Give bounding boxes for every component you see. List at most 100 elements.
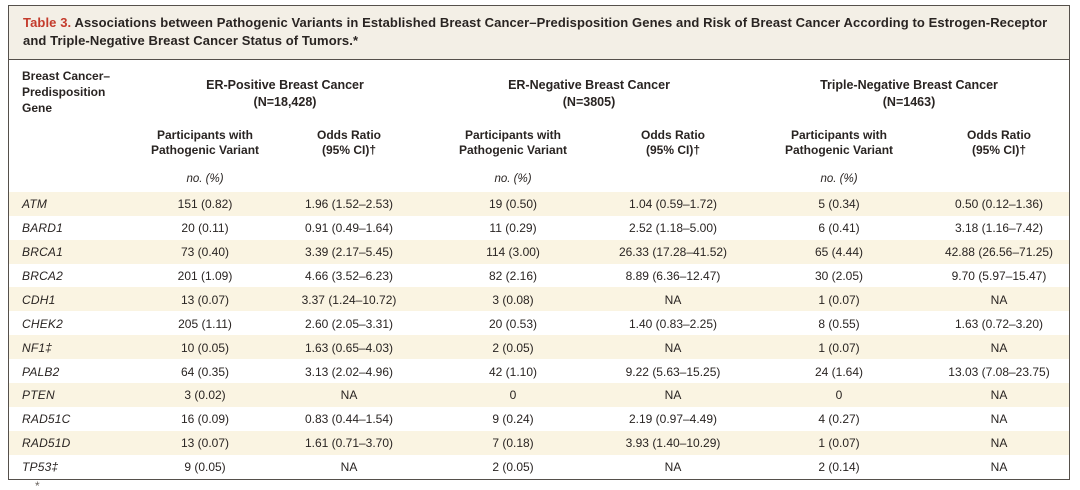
er-positive-participants: 10 (0.05) — [180, 340, 230, 355]
table-row: PALB2 64 (0.35) 3.13 (2.02–4.96) 42 (1.1… — [9, 359, 1069, 383]
triple-negative-participants: 24 (1.64) — [814, 364, 864, 379]
triple-negative-participants: 0 — [835, 388, 843, 403]
table-row: TP53‡ 9 (0.05) NA 2 (0.05) NA 2 (0.14) N… — [9, 454, 1069, 479]
er-negative-odds-ratio: NA — [664, 292, 682, 307]
subheader-odds-ratio-ep: Odds Ratio (95% CI)† — [316, 127, 381, 158]
er-positive-odds-ratio: 1.96 (1.52–2.53) — [304, 197, 394, 212]
er-negative-participants: 20 (0.53) — [488, 316, 538, 331]
er-positive-participants: 9 (0.05) — [184, 460, 226, 475]
triple-negative-participants: 6 (0.41) — [818, 221, 860, 236]
er-negative-participants: 7 (0.18) — [492, 436, 534, 451]
er-negative-odds-ratio: 9.22 (5.63–15.25) — [625, 364, 721, 379]
table-body: ATM 151 (0.82) 1.96 (1.52–2.53) 19 (0.50… — [9, 191, 1069, 479]
gene-name: BARD1 — [22, 221, 64, 236]
triple-negative-odds-ratio: NA — [990, 460, 1008, 475]
subheader-odds-ratio-en: Odds Ratio (95% CI)† — [640, 127, 705, 158]
subheader-odds-ratio-tn: Odds Ratio (95% CI)† — [966, 127, 1031, 158]
er-negative-odds-ratio: 1.40 (0.83–2.25) — [628, 316, 718, 331]
triple-negative-odds-ratio: NA — [990, 388, 1008, 403]
er-positive-odds-ratio: 4.66 (3.52–6.23) — [304, 268, 394, 283]
gene-name: BRCA1 — [22, 245, 64, 260]
units-label-en: no. (%) — [494, 172, 532, 185]
triple-negative-odds-ratio: 13.03 (7.08–23.75) — [948, 364, 1050, 379]
group-header-er-negative: ER-Negative Breast Cancer (N=3805) — [429, 60, 749, 122]
group-n: (N=18,428) — [253, 94, 317, 109]
units-label-tn: no. (%) — [820, 172, 858, 185]
er-positive-odds-ratio: 3.39 (2.17–5.45) — [304, 245, 394, 260]
table-row: CDH1 13 (0.07) 3.37 (1.24–10.72) 3 (0.08… — [9, 287, 1069, 312]
column-header-gene: Breast Cancer– Predisposition Gene — [22, 68, 111, 115]
triple-negative-participants: 2 (0.14) — [818, 460, 860, 475]
er-negative-participants: 2 (0.05) — [492, 340, 534, 355]
table-row: BARD1 20 (0.11) 0.91 (0.49–1.64) 11 (0.2… — [9, 215, 1069, 240]
er-negative-participants: 42 (1.10) — [488, 364, 538, 379]
triple-negative-odds-ratio: NA — [990, 292, 1008, 307]
table-row: BRCA2 201 (1.09) 4.66 (3.52–6.23) 82 (2.… — [9, 263, 1069, 288]
gene-name: PALB2 — [22, 364, 60, 379]
triple-negative-odds-ratio: NA — [990, 412, 1008, 427]
group-name: ER-Positive Breast Cancer — [206, 77, 364, 92]
table-row: PTEN 3 (0.02) NA 0 NA 0 NA — [9, 383, 1069, 407]
er-negative-participants: 114 (3.00) — [486, 245, 540, 260]
triple-negative-participants: 65 (4.44) — [814, 245, 864, 260]
er-positive-odds-ratio: 2.60 (2.05–3.31) — [304, 316, 394, 331]
subheader-participants-tn: Participants with Pathogenic Variant — [784, 127, 894, 158]
er-positive-odds-ratio: NA — [340, 460, 358, 475]
subheader-participants-ep: Participants with Pathogenic Variant — [150, 127, 260, 158]
group-header-er-positive: ER-Positive Breast Cancer (N=18,428) — [141, 60, 429, 122]
er-negative-odds-ratio: 2.19 (0.97–4.49) — [628, 412, 718, 427]
er-negative-odds-ratio: NA — [664, 340, 682, 355]
er-positive-odds-ratio: NA — [340, 388, 358, 403]
er-negative-participants: 19 (0.50) — [488, 197, 538, 212]
er-negative-participants: 11 (0.29) — [489, 221, 537, 236]
er-positive-odds-ratio: 1.61 (0.71–3.70) — [304, 436, 394, 451]
table-row: ATM 151 (0.82) 1.96 (1.52–2.53) 19 (0.50… — [9, 191, 1069, 216]
gene-name: PTEN — [22, 388, 55, 403]
er-positive-participants: 73 (0.40) — [180, 245, 230, 260]
units-label-ep: no. (%) — [186, 172, 224, 185]
er-negative-odds-ratio: 8.89 (6.36–12.47) — [625, 268, 721, 283]
er-negative-odds-ratio: 1.04 (0.59–1.72) — [628, 197, 718, 212]
triple-negative-participants: 1 (0.07) — [818, 340, 860, 355]
clipped-footnote-marker: * — [35, 479, 40, 486]
er-negative-odds-ratio: 3.93 (1.40–10.29) — [625, 436, 721, 451]
er-positive-participants: 205 (1.11) — [178, 316, 232, 331]
table-row: RAD51D 13 (0.07) 1.61 (0.71–3.70) 7 (0.1… — [9, 430, 1069, 455]
triple-negative-participants: 30 (2.05) — [814, 268, 864, 283]
er-positive-odds-ratio: 0.83 (0.44–1.54) — [304, 412, 394, 427]
gene-name: BRCA2 — [22, 268, 64, 283]
triple-negative-odds-ratio: 3.18 (1.16–7.42) — [954, 221, 1044, 236]
gene-name: TP53‡ — [22, 460, 59, 475]
group-n: (N=3805) — [562, 94, 616, 109]
er-positive-odds-ratio: 1.63 (0.65–4.03) — [304, 340, 394, 355]
er-negative-odds-ratio: 2.52 (1.18–5.00) — [628, 221, 718, 236]
table-header: Breast Cancer– Predisposition Gene ER-Po… — [9, 59, 1069, 192]
er-positive-odds-ratio: 3.13 (2.02–4.96) — [304, 364, 394, 379]
triple-negative-participants: 1 (0.07) — [818, 436, 860, 451]
er-positive-odds-ratio: 0.91 (0.49–1.64) — [304, 221, 394, 236]
er-negative-odds-ratio: NA — [664, 388, 682, 403]
table-row: NF1‡ 10 (0.05) 1.63 (0.65–4.03) 2 (0.05)… — [9, 335, 1069, 360]
triple-negative-participants: 8 (0.55) — [818, 316, 860, 331]
triple-negative-odds-ratio: 1.63 (0.72–3.20) — [954, 316, 1044, 331]
table-row: CHEK2 205 (1.11) 2.60 (2.05–3.31) 20 (0.… — [9, 311, 1069, 336]
er-positive-participants: 151 (0.82) — [177, 197, 233, 212]
er-negative-odds-ratio: 26.33 (17.28–41.52) — [618, 245, 728, 260]
group-name: Triple-Negative Breast Cancer — [820, 77, 998, 92]
table-row: BRCA1 73 (0.40) 3.39 (2.17–5.45) 114 (3.… — [9, 239, 1069, 264]
gene-name: RAD51C — [22, 412, 71, 427]
er-positive-participants: 20 (0.11) — [181, 221, 229, 236]
gene-name: CHEK2 — [22, 316, 64, 331]
group-header-triple-negative: Triple-Negative Breast Cancer (N=1463) — [749, 60, 1069, 122]
triple-negative-odds-ratio: 9.70 (5.97–15.47) — [951, 268, 1047, 283]
triple-negative-odds-ratio: 42.88 (26.56–71.25) — [944, 245, 1054, 260]
er-negative-participants: 9 (0.24) — [492, 412, 534, 427]
table-title: Table 3. Associations between Pathogenic… — [9, 6, 1069, 60]
er-negative-participants: 82 (2.16) — [488, 268, 538, 283]
er-negative-participants: 3 (0.08) — [492, 292, 534, 307]
er-positive-participants: 201 (1.09) — [177, 268, 233, 283]
er-positive-participants: 16 (0.09) — [180, 412, 230, 427]
table-title-text: Associations between Pathogenic Variants… — [23, 15, 1048, 48]
er-positive-participants: 13 (0.07) — [180, 292, 230, 307]
subheader-participants-en: Participants with Pathogenic Variant — [458, 127, 568, 158]
